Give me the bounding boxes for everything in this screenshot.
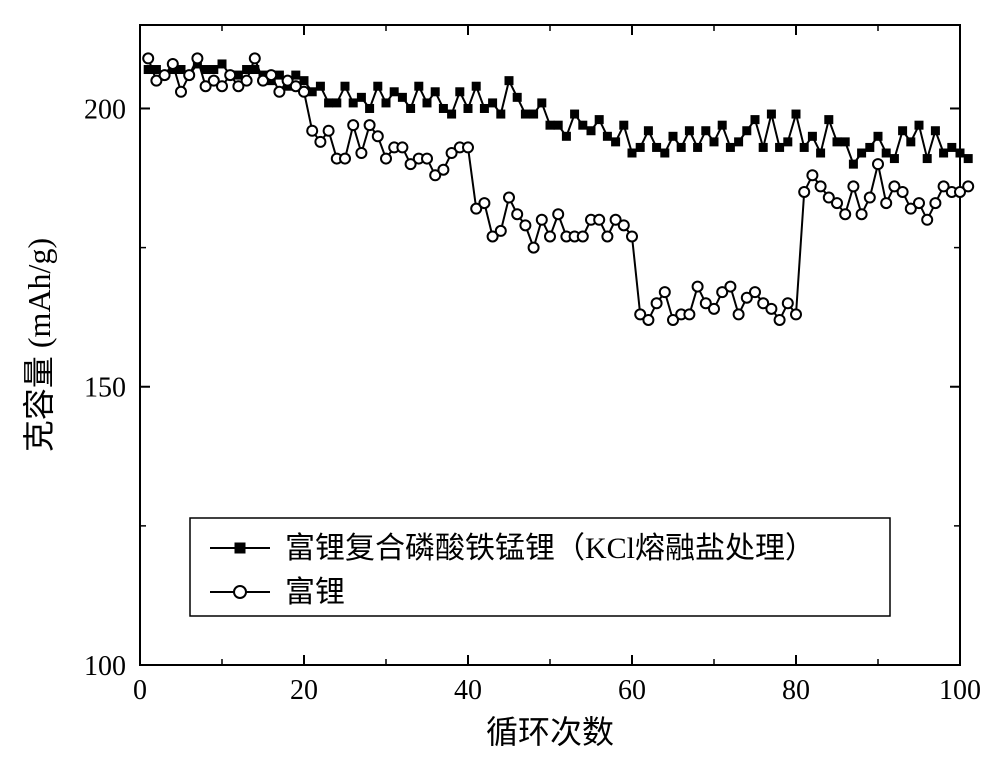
svg-text:80: 80 (782, 675, 810, 706)
svg-text:富锂复合磷酸铁锰锂（KCl熔融盐处理）: 富锂复合磷酸铁锰锂（KCl熔融盐处理） (285, 532, 815, 565)
svg-text:200: 200 (84, 94, 126, 125)
svg-text:100: 100 (84, 651, 126, 682)
svg-text:150: 150 (84, 373, 126, 404)
chart-svg: 0 20 40 60 80 100 100 150 200 循环次数 克容量 (mAh/g) 富锂复合… (0, 0, 1000, 761)
chart-container: 0 20 40 60 80 100 100 150 200 循环次数 克容量 (mAh/g) 富锂复合… (0, 0, 1000, 761)
svg-text:20: 20 (290, 675, 318, 706)
svg-text:0: 0 (133, 675, 147, 706)
svg-text:40: 40 (454, 675, 482, 706)
svg-text:循环次数: 循环次数 (486, 714, 614, 750)
svg-text:100: 100 (939, 675, 981, 706)
svg-text:富锂: 富锂 (285, 576, 345, 609)
svg-text:60: 60 (618, 675, 646, 706)
svg-text:克容量 (mAh/g): 克容量 (mAh/g) (21, 238, 57, 452)
